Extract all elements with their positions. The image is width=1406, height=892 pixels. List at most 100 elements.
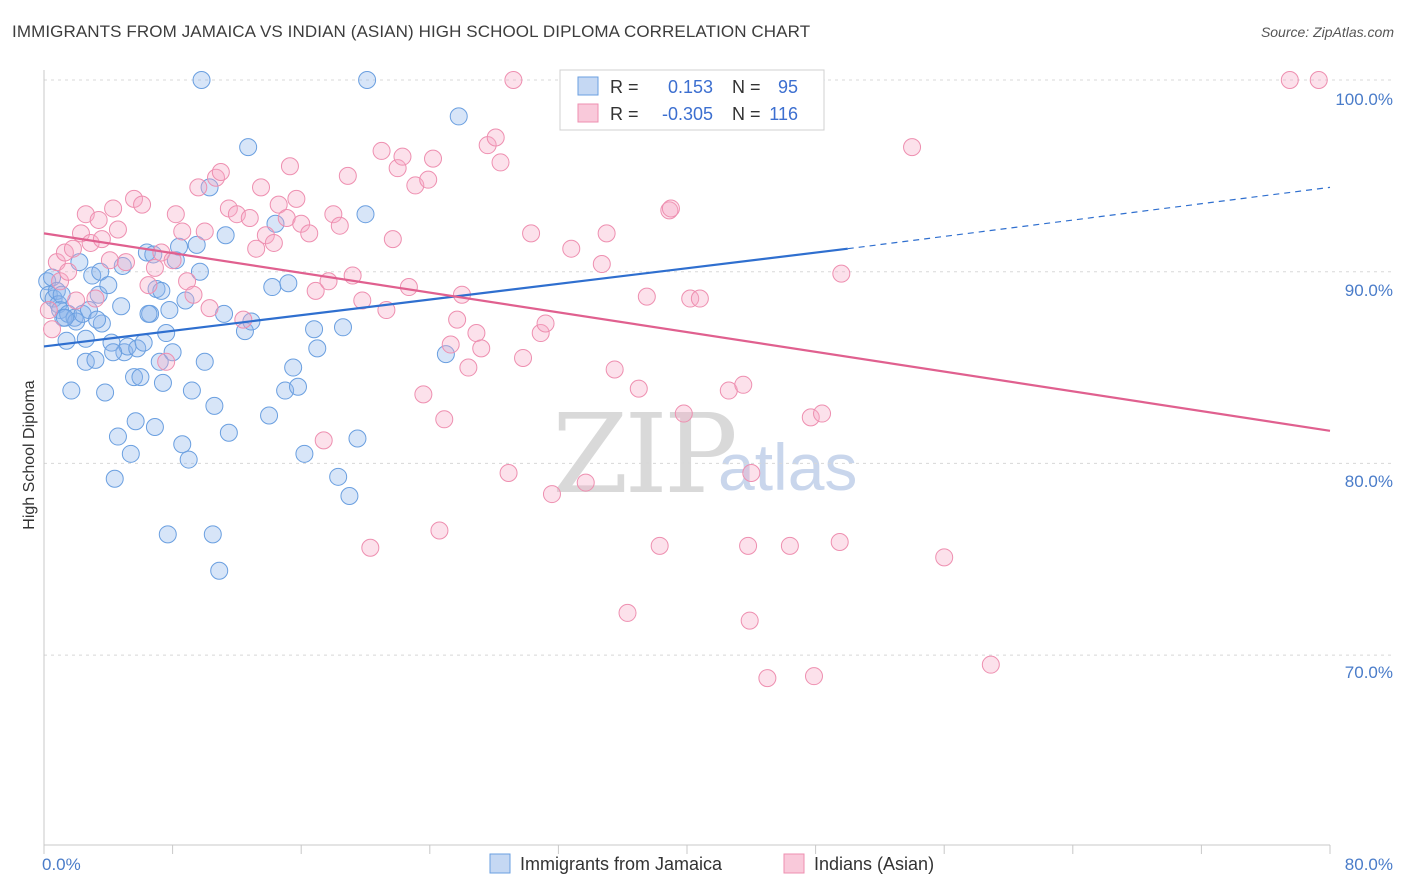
jamaica-point-89 bbox=[216, 226, 235, 245]
indian-point-1 bbox=[43, 320, 62, 339]
indian-trend-line bbox=[43, 232, 1331, 432]
indian-point-61 bbox=[393, 147, 412, 166]
indian-point-53 bbox=[338, 166, 357, 185]
indian-point-114 bbox=[1309, 71, 1328, 89]
indian-point-76 bbox=[486, 128, 505, 147]
indian-point-109 bbox=[832, 264, 851, 283]
trend-lines bbox=[43, 186, 1331, 432]
jamaica-point-28 bbox=[112, 297, 131, 316]
stats-n-value-blue: 95 bbox=[778, 77, 798, 97]
indian-point-31 bbox=[200, 299, 219, 318]
indian-point-24 bbox=[163, 251, 182, 270]
y-tick-label-90: 90.0% bbox=[1345, 281, 1393, 300]
indian-point-39 bbox=[252, 178, 271, 197]
jamaica-trend-line bbox=[43, 247, 848, 348]
indian-point-16 bbox=[108, 220, 127, 239]
jamaica-point-56 bbox=[190, 262, 209, 281]
indian-point-92 bbox=[637, 287, 656, 306]
jamaica-point-69 bbox=[263, 278, 282, 297]
indian-point-104 bbox=[780, 536, 799, 555]
indian-point-13 bbox=[92, 230, 111, 249]
indian-point-29 bbox=[189, 178, 208, 197]
stats-legend-swatch-pink bbox=[577, 103, 599, 123]
jamaica-point-84 bbox=[436, 345, 455, 364]
indian-point-99 bbox=[734, 375, 753, 394]
indian-point-70 bbox=[448, 310, 467, 329]
indian-point-78 bbox=[499, 463, 518, 482]
indian-point-87 bbox=[592, 255, 611, 274]
indian-point-82 bbox=[531, 324, 550, 343]
indian-point-102 bbox=[742, 463, 761, 482]
jamaica-point-82 bbox=[356, 205, 375, 224]
indian-point-14 bbox=[100, 251, 119, 270]
legend-label-jamaica: Immigrants from Jamaica bbox=[520, 854, 723, 874]
indian-point-69 bbox=[441, 335, 460, 354]
indian-point-45 bbox=[287, 189, 306, 208]
stats-n-value-pink: 116 bbox=[769, 104, 798, 124]
indian-point-84 bbox=[542, 485, 561, 504]
indian-point-86 bbox=[576, 473, 595, 492]
legend-swatch-indian bbox=[783, 853, 805, 874]
y-tick-label-80: 80.0% bbox=[1345, 472, 1393, 491]
stats-legend: R = 0.153 N = 95 R = -0.305 N = 116 bbox=[559, 69, 825, 131]
jamaica-point-9 bbox=[57, 331, 76, 350]
stats-legend-frame bbox=[559, 69, 825, 131]
indian-point-66 bbox=[424, 149, 443, 168]
indian-point-28 bbox=[184, 285, 203, 304]
stats-r-label-pink: R = bbox=[610, 104, 639, 124]
stats-legend-swatch-blue bbox=[577, 76, 599, 96]
jamaica-point-44 bbox=[153, 373, 172, 392]
jamaica-point-64 bbox=[219, 423, 238, 442]
indian-point-90 bbox=[618, 603, 637, 622]
jamaica-point-37 bbox=[134, 333, 153, 352]
indian-point-81 bbox=[522, 224, 541, 243]
indian-point-105 bbox=[801, 408, 820, 427]
indian-point-37 bbox=[240, 209, 259, 228]
indian-point-47 bbox=[300, 224, 319, 243]
jamaica-point-76 bbox=[305, 320, 324, 339]
indian-point-106 bbox=[804, 667, 823, 686]
jamaica-point-54 bbox=[182, 381, 201, 400]
indian-point-48 bbox=[306, 281, 325, 300]
legend-swatch-jamaica bbox=[489, 853, 511, 874]
indian-point-12 bbox=[89, 210, 108, 229]
indian-point-41 bbox=[264, 233, 283, 252]
jamaica-point-88 bbox=[139, 304, 158, 323]
indian-point-110 bbox=[903, 138, 922, 157]
jamaica-point-62 bbox=[210, 561, 229, 580]
jamaica-point-41 bbox=[145, 417, 164, 436]
jamaica-point-55 bbox=[187, 235, 206, 254]
jamaica-point-27 bbox=[108, 427, 127, 446]
jamaica-point-23 bbox=[96, 383, 115, 402]
indian-point-0 bbox=[39, 301, 58, 320]
jamaica-point-93 bbox=[104, 343, 123, 362]
indian-point-103 bbox=[758, 669, 777, 688]
y-axis-title: High School Diploma bbox=[21, 380, 38, 530]
indian-point-96 bbox=[681, 289, 700, 308]
indian-point-26 bbox=[173, 222, 192, 241]
x-tick-label-min: 0.0% bbox=[42, 855, 81, 874]
jamaica-point-78 bbox=[329, 467, 348, 486]
jamaica-point-72 bbox=[279, 274, 298, 293]
jamaica-point-81 bbox=[348, 429, 367, 448]
jamaica-point-83 bbox=[358, 71, 377, 89]
jamaica-point-80 bbox=[340, 486, 359, 505]
indian-point-83 bbox=[536, 314, 555, 333]
jamaica-point-85 bbox=[449, 107, 468, 126]
jamaica-point-91 bbox=[76, 329, 95, 348]
jamaica-point-74 bbox=[288, 377, 307, 396]
indian-point-10 bbox=[81, 233, 100, 252]
x-tick-label-max: 80.0% bbox=[1345, 855, 1393, 874]
indian-point-74 bbox=[472, 339, 491, 358]
chart-title: IMMIGRANTS FROM JAMAICA VS INDIAN (ASIAN… bbox=[12, 22, 811, 41]
jamaica-point-34 bbox=[126, 412, 145, 431]
jamaica-point-58 bbox=[195, 352, 214, 371]
jamaica-point-73 bbox=[284, 358, 303, 377]
indian-point-36 bbox=[234, 310, 253, 329]
indian-point-38 bbox=[247, 239, 266, 258]
jamaica-point-75 bbox=[295, 444, 314, 463]
jamaica-point-11 bbox=[62, 381, 81, 400]
indian-point-19 bbox=[133, 195, 152, 214]
indian-point-11 bbox=[86, 289, 105, 308]
